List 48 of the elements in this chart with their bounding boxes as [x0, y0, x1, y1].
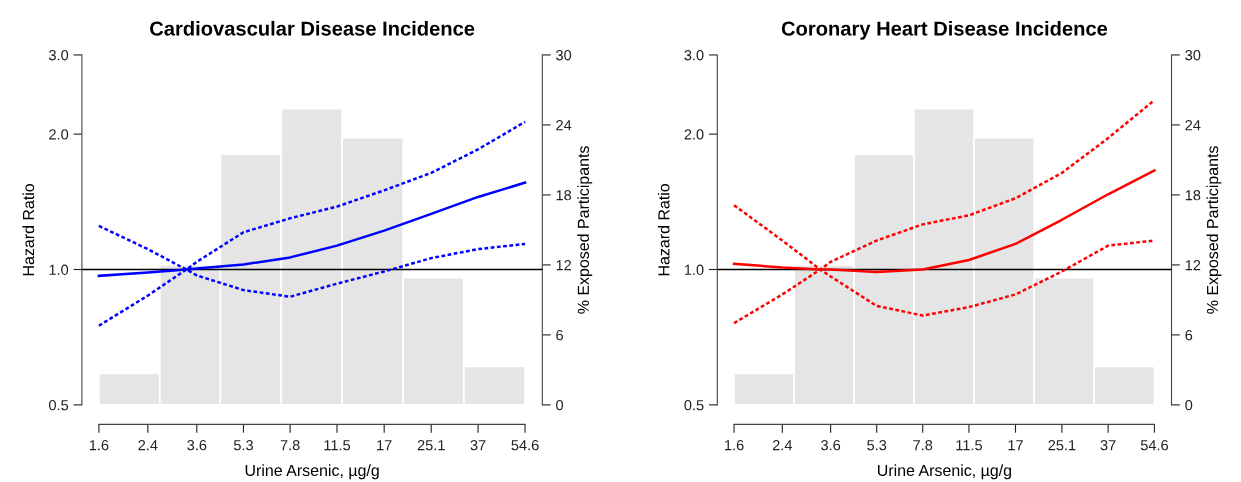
x-tick-label: 54.6 — [511, 439, 539, 451]
y-axis-title: Hazard Ratio — [657, 183, 670, 276]
x-tick-label: 17 — [377, 440, 392, 451]
chart-title: Coronary Heart Disease Incidence — [781, 20, 1108, 40]
y-tick-label: 2.0 — [684, 129, 704, 140]
y2-tick-label: 18 — [556, 190, 572, 201]
x-tick-label: 25.1 — [1048, 439, 1076, 451]
y2-tick-label: 12 — [1185, 260, 1201, 271]
y2-tick-label: 18 — [1185, 190, 1201, 201]
x-tick-label: 11.5 — [956, 440, 982, 451]
y-tick-label: 0.5 — [49, 399, 69, 411]
x-tick-label: 37 — [1100, 439, 1116, 451]
x-tick-label: 1.6 — [725, 439, 744, 451]
y2-tick-label: 30 — [1185, 50, 1201, 61]
y-tick-label: 0.5 — [684, 399, 704, 411]
y2-tick-label: 24 — [556, 120, 572, 131]
x-tick-label: 7.8 — [913, 439, 933, 451]
y-tick-label: 1.0 — [684, 264, 704, 275]
y-tick-label: 3.0 — [684, 50, 704, 61]
x-tick-label: 17 — [1008, 440, 1023, 451]
y-tick-label: 1.0 — [49, 264, 69, 275]
x-axis-title: Urine Arsenic, µg/g — [245, 464, 379, 480]
x-axis-title: Urine Arsenic, µg/g — [878, 464, 1012, 480]
y2-axis-title: % Exposed Participants — [577, 146, 593, 314]
x-tick-label: 2.4 — [772, 439, 793, 451]
x-tick-label: 5.3 — [233, 439, 253, 451]
x-tick-label: 3.6 — [821, 439, 841, 451]
y2-tick-label: 24 — [1185, 120, 1201, 131]
y-tick-label: 3.0 — [49, 50, 69, 61]
y2-tick-label: 30 — [556, 50, 572, 61]
x-tick-label: 7.8 — [280, 439, 300, 451]
x-tick-label: 3.6 — [187, 439, 207, 451]
x-tick-label: 5.3 — [867, 439, 887, 451]
y2-tick-label: 0 — [556, 399, 564, 411]
x-tick-label: 25.1 — [417, 439, 445, 451]
y2-tick-label: 6 — [1185, 329, 1193, 341]
y-axis-title: Hazard Ratio — [22, 183, 35, 276]
x-tick-label: 2.4 — [138, 439, 158, 451]
chart-title: Cardiovascular Disease Incidence — [150, 20, 475, 36]
y2-axis-title: % Exposed Participants — [1206, 146, 1222, 314]
x-tick-label: 54.6 — [1140, 439, 1169, 451]
y2-tick-label: 12 — [556, 260, 571, 271]
x-tick-label: 37 — [470, 439, 486, 451]
y2-tick-label: 6 — [556, 329, 563, 341]
x-tick-label: 1.6 — [89, 439, 109, 451]
y-tick-label: 2.0 — [49, 129, 69, 140]
x-tick-label: 11.5 — [324, 440, 351, 451]
y2-tick-label: 0 — [1185, 399, 1193, 411]
